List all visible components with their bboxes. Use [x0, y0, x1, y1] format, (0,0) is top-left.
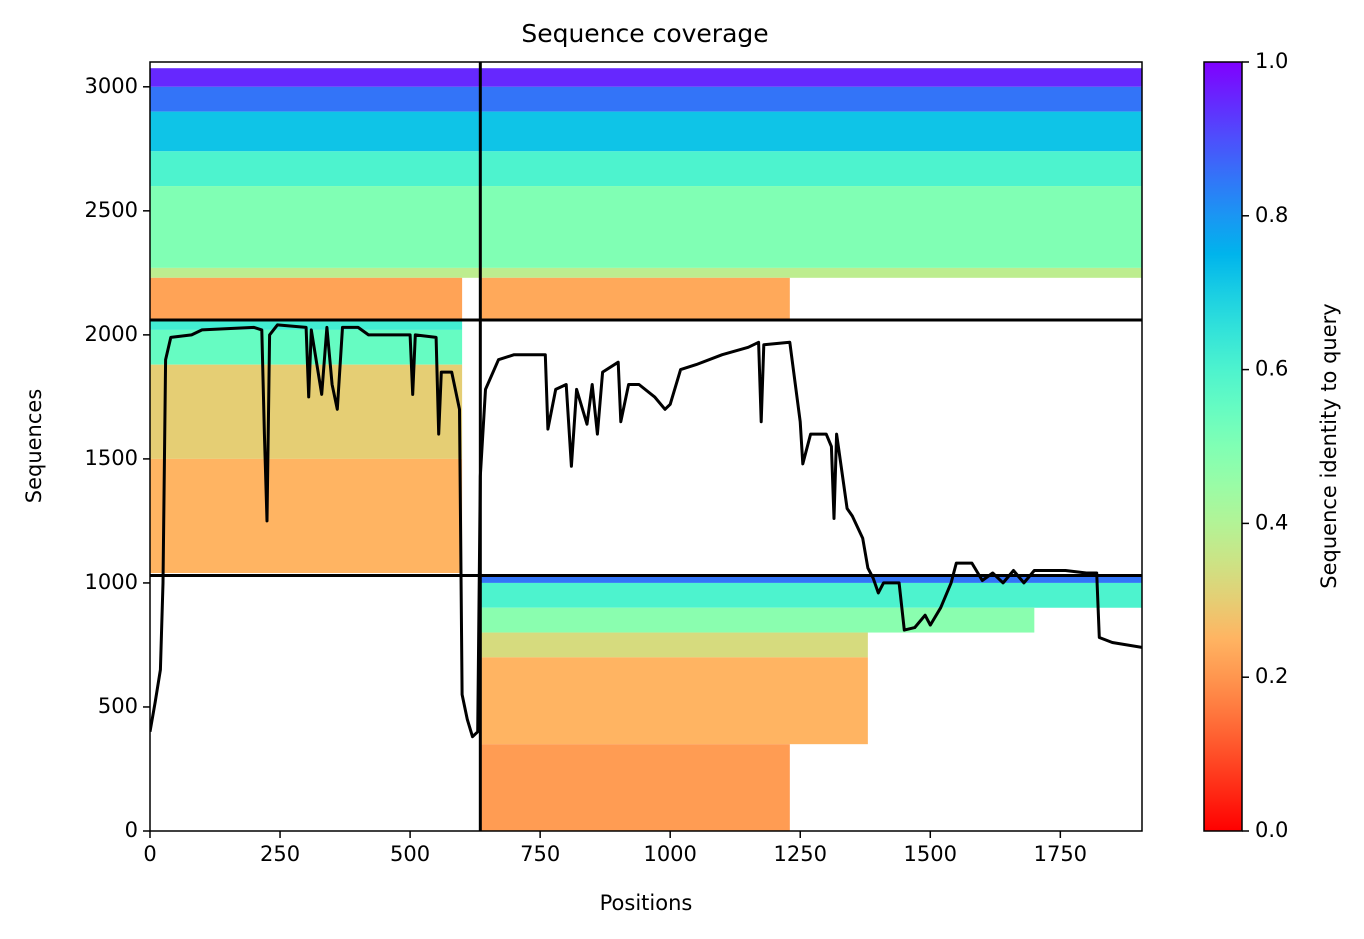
y-tick-label: 500: [98, 694, 138, 718]
coverage-block: [150, 151, 1142, 187]
coverage-block: [150, 186, 1142, 268]
coverage-block: [150, 277, 463, 320]
coverage-block: [480, 575, 1142, 583]
coverage-block: [480, 657, 868, 745]
x-tick-label: 500: [390, 842, 430, 866]
coverage-block: [150, 267, 1142, 278]
y-axis-label: Sequences: [22, 389, 46, 504]
y-tick-label: 2500: [85, 198, 138, 222]
y-tick-label: 0: [125, 818, 138, 842]
colorbar-label: Sequence identity to query: [1317, 303, 1341, 588]
coverage-block: [480, 277, 790, 320]
x-tick-label: 250: [260, 842, 300, 866]
x-axis-label: Positions: [600, 891, 693, 915]
coverage-block: [150, 111, 1142, 152]
coverage-block: [480, 632, 868, 658]
coverage-block: [480, 744, 790, 831]
colorbar-tick-label: 0.6: [1255, 357, 1288, 381]
colorbar-tick-label: 0.2: [1255, 664, 1288, 688]
coverage-block: [150, 86, 1142, 112]
coverage-block: [150, 458, 463, 574]
coverage-block: [480, 582, 1142, 608]
coverage-block: [150, 319, 463, 330]
y-tick-label: 3000: [85, 74, 138, 98]
x-tick-label: 1500: [904, 842, 957, 866]
coverage-block: [150, 364, 463, 459]
colorbar-tick-label: 0.0: [1255, 818, 1288, 842]
x-tick-label: 0: [143, 842, 156, 866]
y-tick-label: 1000: [85, 570, 138, 594]
x-tick-label: 750: [520, 842, 560, 866]
plot-area: [150, 62, 1142, 831]
colorbar-tick-label: 1.0: [1255, 49, 1288, 73]
colorbar-tick-label: 0.4: [1255, 510, 1288, 534]
chart-title: Sequence coverage: [521, 19, 768, 48]
coverage-block: [150, 68, 1142, 87]
x-tick-label: 1000: [643, 842, 696, 866]
colorbar-tick-label: 0.8: [1255, 203, 1288, 227]
colorbar: [1203, 61, 1243, 832]
x-tick-label: 1750: [1034, 842, 1087, 866]
y-tick-label: 2000: [85, 322, 138, 346]
coverage-block: [480, 607, 1035, 633]
y-tick-label: 1500: [85, 446, 138, 470]
plot-frame: [149, 61, 1143, 832]
x-tick-label: 1250: [774, 842, 827, 866]
coverage-line: [150, 323, 1142, 739]
